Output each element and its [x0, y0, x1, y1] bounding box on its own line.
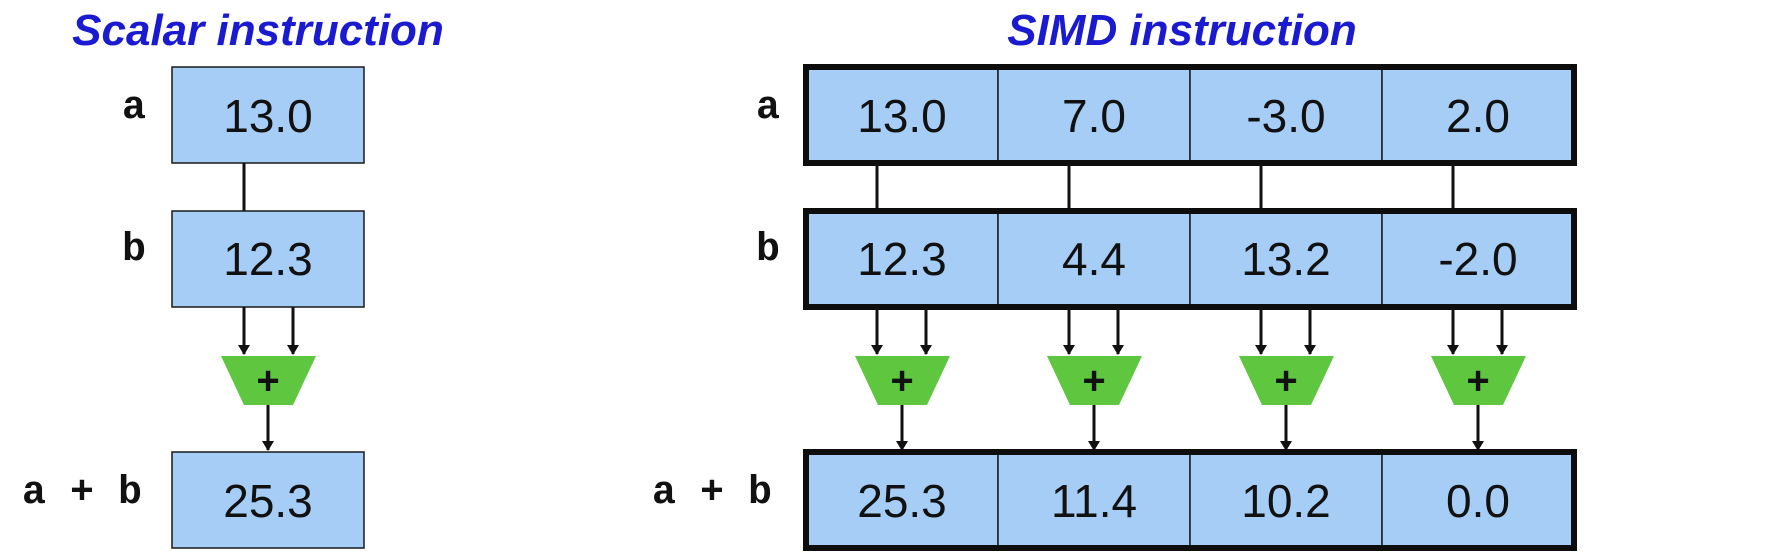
- scalar-a-cell: [171, 66, 365, 164]
- scalar-label-b: b: [122, 228, 146, 273]
- scalar-plus-sign: +: [256, 359, 279, 403]
- simd-sum-cell: [997, 451, 1191, 549]
- simd-b-register: 12.3 4.4 13.2 -2.0: [803, 208, 1577, 310]
- simd-a-cell: [997, 66, 1191, 164]
- scalar-label-sum: a + b: [22, 471, 142, 516]
- simd-sum-value: 11.4: [1051, 475, 1137, 527]
- simd-plus-sign: +: [1274, 359, 1297, 403]
- simd-sum-value: 10.2: [1241, 475, 1331, 527]
- simd-b-value: 12.3: [857, 233, 947, 285]
- simd-sum-cell: [1381, 451, 1575, 549]
- scalar-sum-value: 25.3: [223, 475, 313, 527]
- scalar-b-register: 12.3: [171, 210, 365, 308]
- scalar-adder: +: [221, 356, 316, 405]
- scalar-a-register: 13.0: [171, 66, 365, 164]
- scalar-sum-cell: [171, 451, 365, 549]
- simd-b-value: -2.0: [1438, 233, 1517, 285]
- simd-plus-sign: +: [1082, 359, 1105, 403]
- simd-sum-register-frame: [803, 449, 1577, 551]
- simd-a-register-frame: [803, 64, 1577, 166]
- scalar-section: Scalar instruction a b a + b 13.0 12.3 +…: [22, 6, 444, 549]
- simd-b-register-frame: [803, 208, 1577, 310]
- simd-sum-register: 25.3 11.4 10.2 0.0: [803, 449, 1577, 551]
- scalar-b-value: 12.3: [223, 233, 313, 285]
- scalar-title: Scalar instruction: [72, 6, 444, 55]
- simd-sum-value: 0.0: [1446, 475, 1510, 527]
- simd-sum-cell: [805, 451, 999, 549]
- simd-plus-sign: +: [1466, 359, 1489, 403]
- simd-label-sum: a + b: [652, 471, 772, 516]
- simd-lane-adder: +: [1047, 307, 1142, 451]
- scalar-b-cell: [171, 210, 365, 308]
- simd-b-value: 13.2: [1241, 233, 1331, 285]
- simd-a-value: 13.0: [857, 90, 947, 142]
- simd-lane-adder: +: [1431, 307, 1526, 451]
- simd-plus-sign: +: [890, 359, 913, 403]
- simd-adder-shape: [1047, 356, 1142, 405]
- simd-a-register: 13.0 7.0 -3.0 2.0: [803, 64, 1577, 166]
- simd-a-cell: [1189, 66, 1383, 164]
- simd-adder-shape: [1239, 356, 1334, 405]
- simd-b-cell: [997, 210, 1191, 308]
- simd-sum-value: 25.3: [857, 475, 947, 527]
- scalar-label-a: a: [122, 86, 146, 131]
- simd-a-cell: [1381, 66, 1575, 164]
- simd-adder-shape: [855, 356, 950, 405]
- simd-b-cell: [1381, 210, 1575, 308]
- simd-sum-cell: [1189, 451, 1383, 549]
- simd-label-a: a: [756, 86, 780, 131]
- scalar-a-value: 13.0: [223, 90, 313, 142]
- simd-title: SIMD instruction: [1007, 6, 1357, 55]
- simd-a-value: 2.0: [1446, 90, 1510, 142]
- simd-lane-adder: +: [855, 307, 950, 451]
- scalar-adder-shape: [221, 356, 316, 405]
- scalar-sum-register: 25.3: [171, 451, 365, 549]
- simd-a-value: 7.0: [1062, 90, 1126, 142]
- simd-b-cell: [1189, 210, 1383, 308]
- simd-adder-shape: [1431, 356, 1526, 405]
- simd-b-value: 4.4: [1062, 233, 1126, 285]
- simd-section: SIMD instruction a b a + b 13.0 7.0 -3.0…: [652, 6, 1577, 551]
- simd-label-b: b: [756, 228, 780, 273]
- simd-a-value: -3.0: [1246, 90, 1325, 142]
- simd-lane-adder: +: [1239, 307, 1334, 451]
